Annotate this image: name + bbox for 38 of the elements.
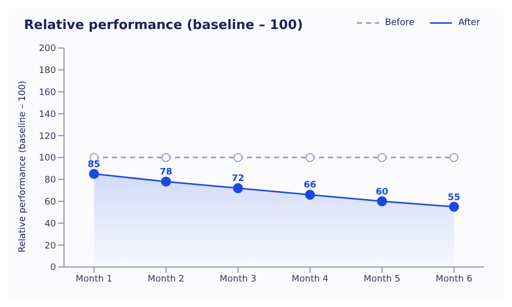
x-tick-label: Month 2 (148, 274, 184, 284)
data-label: 85 (88, 160, 100, 170)
data-label: 66 (304, 180, 316, 191)
point (233, 183, 243, 194)
legend-label: After (458, 18, 480, 28)
y-tick-label: 180 (38, 66, 56, 76)
point (89, 168, 99, 179)
y-tick-label: 0 (50, 263, 56, 274)
y-tick-label: 140 (38, 110, 56, 120)
x-tick-label: Month 4 (292, 274, 329, 284)
data-label: 55 (448, 192, 460, 203)
point (161, 176, 171, 187)
y-tick-label: 120 (38, 132, 56, 142)
data-label: 78 (160, 168, 172, 178)
point (162, 153, 170, 162)
point (378, 153, 386, 162)
x-tick-label: Month 6 (436, 274, 473, 284)
point (305, 190, 315, 200)
y-tick-label: 100 (38, 154, 56, 164)
y-tick-label: 200 (38, 44, 56, 54)
y-tick-label: 20 (44, 241, 56, 252)
x-tick-label: Month 3 (220, 274, 256, 284)
legend-label: Before (384, 18, 414, 28)
point (450, 153, 458, 162)
chart-title: Relative performance (baseline – 100) (24, 18, 303, 33)
data-label: 60 (376, 187, 388, 198)
point (234, 153, 242, 162)
y-tick-label: 60 (44, 197, 56, 208)
y-tick-label: 40 (44, 219, 56, 230)
data-label: 72 (232, 174, 244, 184)
point (449, 202, 459, 212)
x-tick-label: Month 1 (76, 274, 112, 284)
x-tick-label: Month 5 (364, 274, 400, 284)
point (306, 153, 314, 162)
y-axis-title: Relative performance (baseline – 100) (18, 80, 28, 252)
point (377, 196, 387, 206)
y-tick-label: 80 (44, 176, 56, 186)
y-tick-label: 160 (38, 88, 56, 98)
